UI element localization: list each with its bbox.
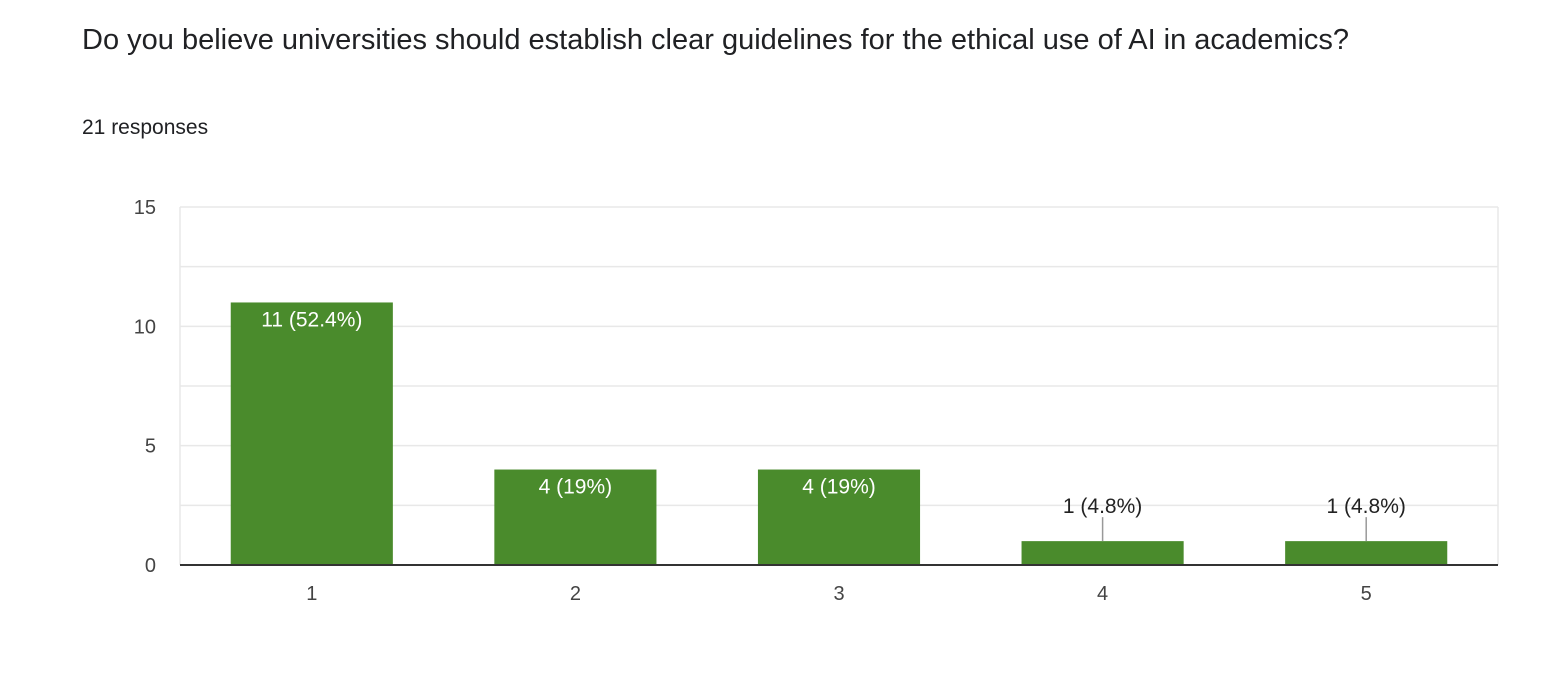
- bar: [1285, 541, 1448, 565]
- data-label: 1 (4.8%): [1327, 495, 1406, 518]
- data-label: 1 (4.8%): [1063, 495, 1142, 518]
- x-tick-label: 3: [833, 583, 844, 605]
- y-axis-tick-labels: 0 5 10 15: [134, 197, 156, 577]
- x-tick-label: 2: [570, 583, 581, 605]
- bar: [230, 302, 393, 565]
- response-count: 21 responses: [82, 116, 209, 139]
- bar: [1021, 541, 1184, 565]
- y-tick-label: 15: [134, 197, 156, 219]
- y-tick-label: 10: [134, 316, 156, 338]
- question-title: Do you believe universities should estab…: [82, 24, 1350, 56]
- x-tick-label: 1: [306, 583, 317, 605]
- data-label: 11 (52.4%): [261, 308, 362, 331]
- bars: [230, 302, 1448, 565]
- x-tick-label: 5: [1361, 583, 1372, 605]
- data-label: 4 (19%): [802, 476, 876, 499]
- x-tick-label: 4: [1097, 583, 1108, 605]
- bar: [494, 469, 657, 565]
- data-label: 4 (19%): [539, 476, 613, 499]
- y-tick-label: 0: [145, 555, 156, 577]
- bar: [757, 469, 921, 565]
- data-labels: 11 (52.4%) 4 (19%) 4 (19%) 1 (4.8%) 1 (4.8%): [261, 308, 1406, 542]
- y-tick-label: 5: [145, 436, 156, 458]
- x-axis-tick-labels: 1 2 3 4 5: [306, 583, 1372, 605]
